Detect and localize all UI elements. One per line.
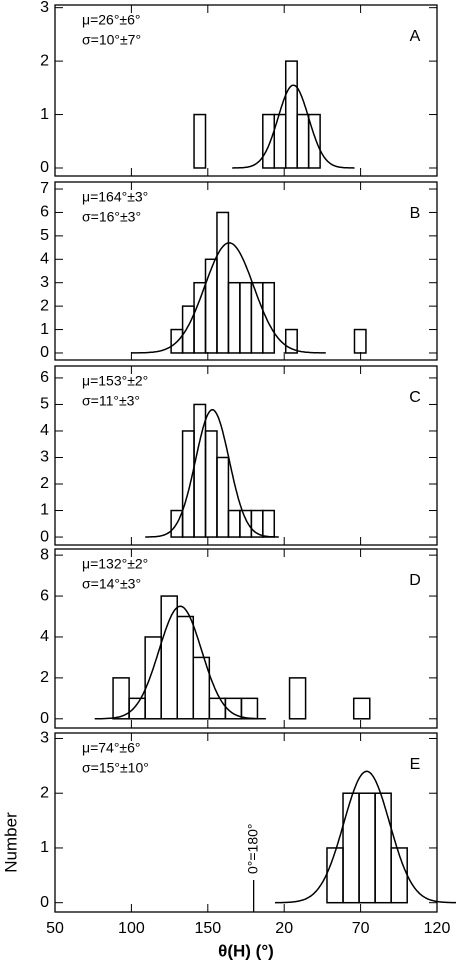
bar [284,60,298,169]
y-tick-label: 5 [40,396,49,413]
panel-letter: E [410,756,421,773]
fit-annotation: σ=15°±10° [82,760,149,776]
y-tick-label: 1 [40,502,49,519]
x-tick-label: 50 [46,920,64,937]
y-tick-label: 1 [40,106,49,123]
bar [128,697,146,720]
y-tick-label: 3 [40,449,49,466]
bar [262,281,276,354]
y-axis-label: Number [1,812,20,873]
bar [326,847,344,904]
y-tick-label: 2 [40,784,49,801]
panel-letter: A [410,28,421,45]
bar [112,677,130,720]
fit-annotation: μ=132°±2° [82,556,148,572]
y-tick-label: 7 [40,180,49,197]
fit-annotation: σ=14°±3° [82,576,141,592]
bar [160,595,178,720]
y-tick-label: 0 [40,894,49,911]
x-axis-label: θ(H) (°) [218,941,274,960]
y-tick-label: 3 [40,730,49,747]
bar [352,697,371,720]
panel-letter: C [409,389,421,406]
x-tick-label: 20 [275,920,293,937]
y-tick-label: 4 [40,251,49,268]
wrap-marker-label: 0°=180° [244,823,260,874]
y-tick-label: 1 [40,839,49,856]
fit-curve [232,84,355,169]
fit-annotation: σ=11°±3° [82,393,140,409]
bar [181,430,195,538]
bar [216,211,230,354]
bar [342,792,360,904]
y-tick-label: 0 [40,344,49,361]
bar [192,656,211,720]
y-tick-label: 5 [40,227,49,244]
fit-annotation: μ=26°±6° [82,12,140,28]
panel-frame [54,732,438,913]
fit-annotation: σ=10°±7° [82,32,141,48]
bar [193,281,207,354]
panel-frame [54,365,438,546]
bar [307,113,321,169]
bar [358,792,376,904]
bar [216,456,230,538]
fit-annotation: μ=164°±3° [82,189,148,205]
bar [193,113,207,169]
fit-curve [145,409,279,538]
y-tick-label: 4 [40,628,49,645]
x-tick-label: 120 [424,920,451,937]
panel-letter: B [410,205,421,222]
bar [227,509,241,538]
y-tick-label: 0 [40,710,49,727]
y-tick-label: 6 [40,587,49,604]
bar [204,430,218,538]
bar [374,792,392,904]
y-tick-label: 2 [40,52,49,69]
panel-letter: D [409,572,421,589]
bar [227,281,241,354]
y-tick-label: 2 [40,475,49,492]
panel-frame [54,548,438,729]
y-tick-label: 6 [40,204,49,221]
bar [239,509,253,538]
bar [240,697,259,720]
x-tick-label: 150 [194,920,221,937]
fit-annotation: μ=74°±6° [82,740,140,756]
fit-curve [131,242,326,354]
bar [296,113,310,169]
fit-curve [94,605,266,720]
bar [204,258,218,354]
y-tick-label: 3 [40,274,49,291]
y-tick-label: 0 [40,528,49,545]
fit-annotation: σ=16°±3° [82,209,141,225]
y-tick-label: 1 [40,321,49,338]
fit-annotation: μ=153°±2° [82,373,148,389]
bar [250,281,264,354]
bar [239,281,253,354]
y-tick-label: 2 [40,297,49,314]
y-tick-label: 4 [40,422,49,439]
y-tick-label: 3 [40,0,49,16]
y-tick-label: 6 [40,369,49,386]
panel-frame [54,4,438,177]
bar [208,697,227,720]
x-tick-label: 100 [118,920,145,937]
x-tick-label: 70 [352,920,370,937]
bar [181,305,195,354]
fit-curve [274,770,456,904]
bar [176,615,195,720]
bar [262,113,276,169]
bar [353,328,367,354]
panel-frame [54,181,438,361]
bar [262,509,276,538]
bar [284,328,298,354]
bar [288,677,307,720]
y-tick-label: 2 [40,669,49,686]
y-tick-label: 0 [40,159,49,176]
y-tick-label: 8 [40,546,49,563]
